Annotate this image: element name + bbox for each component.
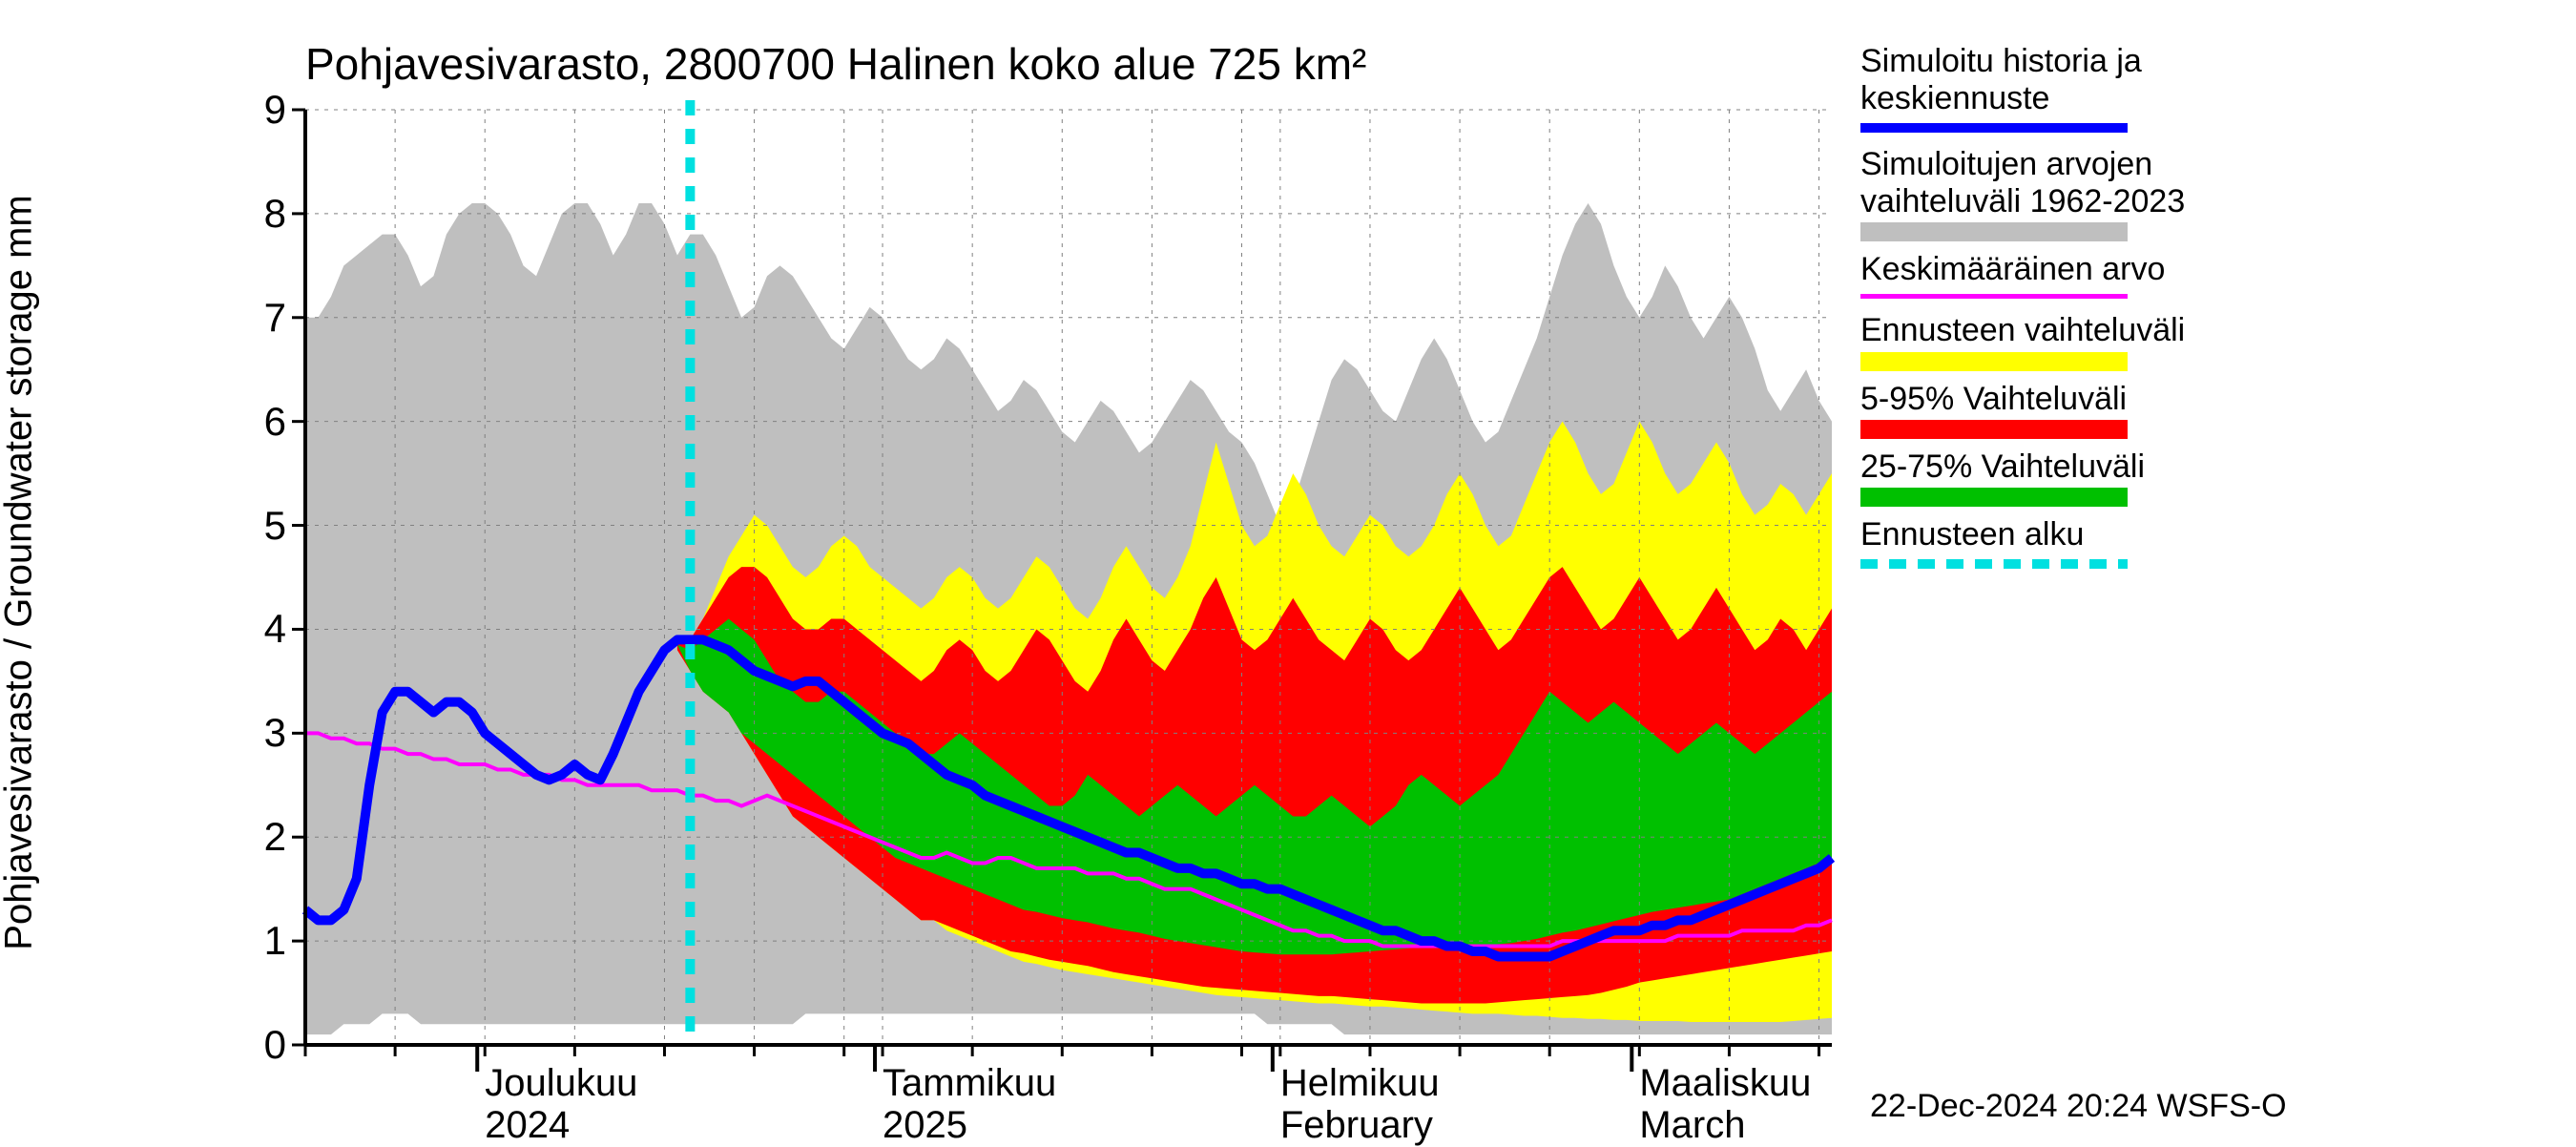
legend-label: Ennusteen alku — [1860, 516, 2528, 553]
legend-mean: Keskimääräinen arvo — [1860, 251, 2528, 299]
legend-p5-95: 5-95% Vaihteluväli — [1860, 381, 2528, 439]
legend-swatch-grey — [1860, 222, 2128, 241]
x-month-top: Tammikuu — [883, 1062, 1056, 1105]
legend-label: 5-95% Vaihteluväli — [1860, 381, 2528, 418]
x-month-top: Joulukuu — [485, 1062, 637, 1105]
legend-label: Keskimääräinen arvo — [1860, 251, 2528, 288]
legend-sim-range: Simuloitujen arvojenvaihteluväli 1962-20… — [1860, 146, 2528, 241]
x-month-bot: 2024 — [485, 1104, 570, 1147]
legend-swatch-cyan — [1860, 559, 2128, 569]
legend-swatch-green — [1860, 488, 2128, 507]
footer-timestamp: 22-Dec-2024 20:24 WSFS-O — [1870, 1088, 2287, 1125]
legend-swatch-blue — [1860, 123, 2128, 133]
x-month-top: Helmikuu — [1280, 1062, 1440, 1105]
legend-label: Simuloitujen arvojenvaihteluväli 1962-20… — [1860, 146, 2528, 220]
legend: Simuloitu historia jakeskiennuste Simulo… — [1860, 43, 2528, 582]
legend-swatch-yellow — [1860, 352, 2128, 371]
legend-sim-history: Simuloitu historia jakeskiennuste — [1860, 43, 2528, 133]
legend-p25-75: 25-75% Vaihteluväli — [1860, 448, 2528, 507]
legend-label: Simuloitu historia jakeskiennuste — [1860, 43, 2528, 117]
x-month-bot: March — [1639, 1104, 1745, 1147]
legend-swatch-magenta — [1860, 294, 2128, 299]
x-month-bot: 2025 — [883, 1104, 967, 1147]
legend-forecast-start: Ennusteen alku — [1860, 516, 2528, 569]
legend-label: Ennusteen vaihteluväli — [1860, 312, 2528, 349]
legend-swatch-red — [1860, 420, 2128, 439]
x-month-bot: February — [1280, 1104, 1433, 1147]
legend-forecast-range: Ennusteen vaihteluväli — [1860, 312, 2528, 370]
x-month-top: Maaliskuu — [1639, 1062, 1811, 1105]
legend-label: 25-75% Vaihteluväli — [1860, 448, 2528, 486]
